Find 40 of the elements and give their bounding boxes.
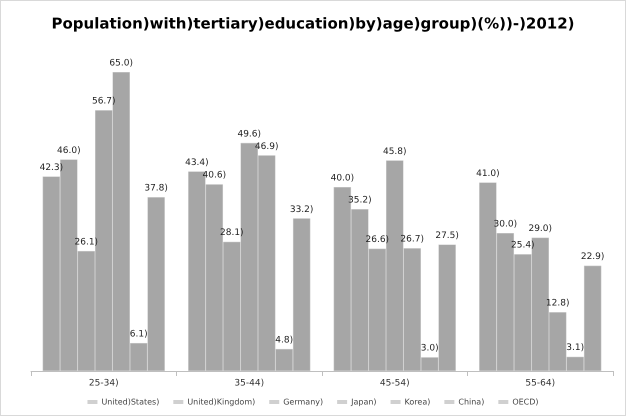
data-label: 26.7) (400, 234, 424, 245)
data-label: 3.0) (420, 344, 439, 354)
x-tick-label: 55-64) (525, 378, 556, 388)
x-tick-label: 25-34) (88, 378, 119, 388)
data-label: 12.8) (546, 298, 570, 309)
data-label: 25.4) (511, 240, 535, 251)
data-label: 46.0) (57, 146, 81, 156)
data-label: 3.1) (566, 343, 584, 354)
data-label: 26.6) (366, 235, 390, 246)
data-label: 42.3) (40, 162, 64, 173)
legend-label: Germany) (283, 398, 324, 406)
data-label: 6.1) (130, 329, 148, 340)
data-label: 33.2) (290, 204, 314, 215)
data-label: 29.0) (528, 224, 552, 234)
legend-label: United)Kingdom) (187, 398, 256, 406)
data-label: 30.0) (494, 220, 518, 230)
data-label: 28.1) (220, 228, 244, 238)
legend-label: Japan) (350, 398, 377, 406)
x-tick-label: 45-54) (380, 378, 410, 388)
data-label: 35.2) (348, 196, 372, 206)
data-label: 37.8) (144, 184, 168, 194)
legend-label: OECD) (512, 398, 539, 406)
data-label: 40.0) (330, 174, 354, 184)
legend-label: China) (458, 398, 484, 406)
data-label: 49.6) (237, 129, 262, 140)
data-label: 41.0) (476, 168, 500, 179)
data-label: 4.8) (275, 335, 294, 346)
data-label: 56.7) (92, 96, 116, 107)
data-label: 40.6) (202, 170, 226, 181)
data-label: 27.5) (435, 231, 459, 241)
data-label: 22.9) (580, 252, 604, 262)
data-label: 65.0) (109, 58, 133, 68)
legend-label: United)States) (101, 398, 160, 406)
data-label: 43.4) (185, 158, 209, 168)
data-label: 45.8) (382, 146, 407, 157)
data-label: 26.1) (74, 237, 98, 248)
data-label: 46.9) (254, 142, 278, 152)
legend-label: Korea) (404, 398, 430, 406)
chart-title: Population)with)tertiary)education)by)age)group)(%))-)2012) (51, 14, 575, 32)
x-tick-label: 35-44) (234, 378, 264, 388)
